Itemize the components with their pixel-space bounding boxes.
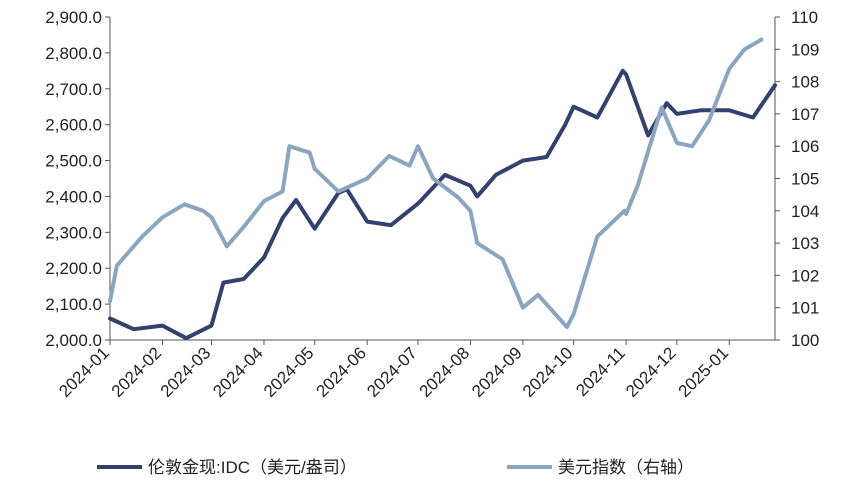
x-tick-label: 2024-11 <box>572 343 629 400</box>
legend-label-dxy: 美元指数（右轴） <box>558 458 694 477</box>
right-y-tick-label: 103 <box>791 234 819 253</box>
left-y-tick-label: 2,800.0 <box>45 44 102 63</box>
right-y-tick-label: 106 <box>791 137 819 156</box>
x-tick-label: 2024-06 <box>312 343 370 401</box>
legend: 伦敦金现:IDC（美元/盎司） 美元指数（右轴） <box>97 458 694 477</box>
left-y-tick-label: 2,200.0 <box>45 259 102 278</box>
left-y-tick-label: 2,500.0 <box>45 152 102 171</box>
left-y-tick-label: 2,600.0 <box>45 116 102 135</box>
x-tick-label: 2025-01 <box>675 343 733 401</box>
x-tick-label: 2024-12 <box>622 343 680 401</box>
x-tick-label: 2024-07 <box>363 343 421 401</box>
left-y-tick-label: 2,900.0 <box>45 8 102 27</box>
legend-label-gold: 伦敦金现:IDC（美元/盎司） <box>148 458 357 477</box>
left-y-tick-label: 2,300.0 <box>45 223 102 242</box>
x-tick-label: 2024-05 <box>260 343 318 401</box>
right-y-tick-label: 101 <box>791 299 819 318</box>
left-y-tick-label: 2,000.0 <box>45 331 102 350</box>
right-y-tick-label: 100 <box>791 331 819 350</box>
x-tick-label: 2024-10 <box>519 343 577 401</box>
right-y-tick-label: 105 <box>791 170 819 189</box>
x-tick-label: 2024-04 <box>209 343 267 401</box>
right-y-tick-label: 104 <box>791 202 819 221</box>
right-y-tick-label: 110 <box>791 8 818 27</box>
x-tick-label: 2024-01 <box>55 343 113 401</box>
right-y-tick-label: 109 <box>791 40 819 59</box>
x-tick-label: 2024-09 <box>468 343 526 401</box>
right-y-tick-label: 107 <box>791 105 819 124</box>
gold-price-line <box>110 71 775 338</box>
left-y-tick-label: 2,100.0 <box>45 295 102 314</box>
left-y-tick-label: 2,400.0 <box>45 187 102 206</box>
x-tick-label: 2024-02 <box>108 343 166 401</box>
left-y-tick-label: 2,700.0 <box>45 80 102 99</box>
axes-layer: 2,000.0 2,100.0 2,200.0 2,300.0 2,400.0 2,500… <box>45 8 819 401</box>
series-layer <box>110 40 775 339</box>
right-y-tick-label: 108 <box>791 73 819 92</box>
x-tick-label: 2024-08 <box>416 343 474 401</box>
x-tick-label: 2024-03 <box>157 343 215 401</box>
right-y-tick-label: 102 <box>791 266 819 285</box>
